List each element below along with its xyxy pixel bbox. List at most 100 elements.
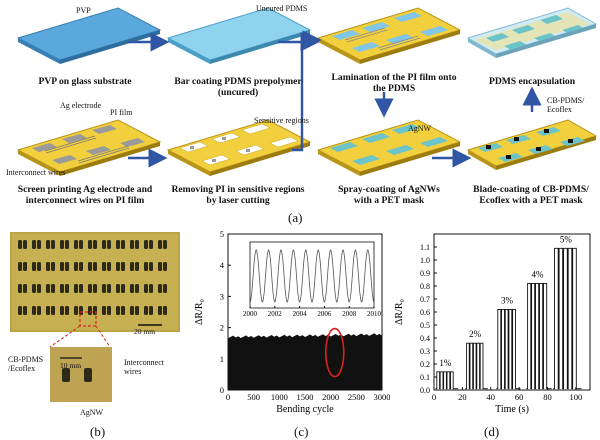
fabrication-schematic (16, 7, 598, 176)
caption-step-8: Blade-coating of CB-PDMS/ Ecoflex with a… (473, 184, 589, 206)
y-tick-label: 0.5 (420, 321, 430, 330)
sensor-dot (23, 284, 27, 293)
y-tick-label: 0.7 (420, 295, 430, 304)
sensor-dot (74, 240, 78, 249)
sensor-dot (102, 284, 106, 293)
series-3% (496, 308, 521, 390)
sensor-dot (149, 240, 153, 249)
sensor-dot (163, 306, 167, 315)
caption-step-5: Screen printing Ag electrode and interco… (17, 184, 153, 206)
y-tick-label: 3 (220, 291, 224, 301)
x-tick-label: 500 (247, 392, 260, 402)
sensor-dot (116, 240, 120, 249)
sensor-dot (149, 306, 153, 315)
inset-x-tick-label: 2004 (293, 310, 308, 318)
sensor-dot (74, 306, 78, 315)
sensor-dot (23, 306, 27, 315)
sensor-dot (60, 306, 64, 315)
sensor-dot (93, 262, 97, 271)
sensor-dot (88, 284, 92, 293)
sensor-dot (18, 284, 22, 293)
caption-step-4: PDMS encapsulation (488, 76, 576, 87)
sensor-dot (18, 240, 22, 249)
sensor-dot (60, 262, 64, 271)
x-tick-label: 80 (543, 392, 552, 402)
y-tick-label: 1.1 (420, 243, 430, 252)
sensor-dot (144, 306, 148, 315)
sensor-dot (88, 240, 92, 249)
x-tick-label: 2500 (348, 392, 365, 402)
sensor-dot (23, 262, 27, 271)
label-pi-film: PI film (110, 108, 133, 117)
sensor-dot (88, 306, 92, 315)
data-band (228, 333, 382, 390)
step-screen-printing (16, 119, 162, 176)
sensor-dot (32, 306, 36, 315)
sensor-dot (51, 262, 55, 271)
label-uncured-pdms: Uncured PDMS (256, 4, 308, 13)
label-cb-pdms-a: CB-PDMS/ Ecoflex (547, 96, 585, 114)
sensor-dot (88, 262, 92, 271)
sensor-dot (18, 262, 22, 271)
x-tick-label: 20 (458, 392, 467, 402)
sensor-dot (116, 262, 120, 271)
sensor-dot (130, 306, 134, 315)
sensor-dot (158, 262, 162, 271)
series-1% (435, 371, 459, 390)
sensor-dot (130, 284, 134, 293)
sensor-dot (149, 284, 153, 293)
sensor-dot (107, 240, 111, 249)
y-tick-label: 4 (220, 260, 225, 270)
caption-step-6: Removing PI in sensitive regions by lase… (171, 184, 305, 206)
series-2% (465, 342, 488, 390)
sensor-dot (130, 240, 134, 249)
sensor-dot (18, 306, 22, 315)
sensor-dot (149, 262, 153, 271)
series-label: 5% (560, 234, 573, 244)
sensor-dot (65, 284, 69, 293)
sensor-dot (32, 262, 36, 271)
y-axis-label: ΔR/R₀ (194, 298, 205, 325)
y-tick-label: 0.8 (420, 282, 430, 291)
x-axis-label: Bending cycle (276, 404, 334, 415)
sensor-dot (46, 306, 50, 315)
y-tick-label: 0.1 (420, 373, 430, 382)
sensor-dot (135, 306, 139, 315)
step-uncured-pdms (166, 7, 312, 64)
x-tick-label: 1500 (297, 392, 314, 402)
x-tick-label: 3000 (374, 392, 391, 402)
sensor-dot (79, 284, 83, 293)
scale-bar-inset-label: 10 mm (60, 361, 82, 370)
sensor-dot (60, 284, 64, 293)
inset-series-line (249, 249, 375, 303)
y-tick-label: 0 (220, 385, 224, 395)
x-tick-label: 60 (515, 392, 524, 402)
y-tick-label: 0.0 (420, 386, 430, 395)
sensor-dot (107, 306, 111, 315)
sensor-dot (121, 262, 125, 271)
sensor-dot (163, 262, 167, 271)
label-interconnect-wires-a: Interconnect wires (6, 168, 66, 177)
sensor-dot (158, 306, 162, 315)
step-blade-coating (466, 119, 598, 170)
sensor-dot (51, 306, 55, 315)
sensor-dot (74, 284, 78, 293)
y-tick-label: 0.6 (420, 308, 430, 317)
sensor-dot (135, 284, 139, 293)
step-spray-coating (316, 119, 462, 176)
sensor-dot (107, 284, 111, 293)
sensor-dot (163, 240, 167, 249)
sensor-dot (46, 262, 50, 271)
series-label: 4% (532, 269, 545, 279)
sensor-dot (37, 306, 41, 315)
sensor-dot (65, 306, 69, 315)
label-agnw-a: AgNW (408, 124, 432, 133)
series-label: 3% (501, 295, 514, 305)
panel-letter-d: (d) (484, 424, 500, 439)
sensor-dot (23, 240, 27, 249)
sensor-dot (102, 240, 106, 249)
inset-x-tick-label: 2000 (243, 310, 258, 318)
inset-frame (249, 241, 375, 309)
sensor-dot (158, 284, 162, 293)
